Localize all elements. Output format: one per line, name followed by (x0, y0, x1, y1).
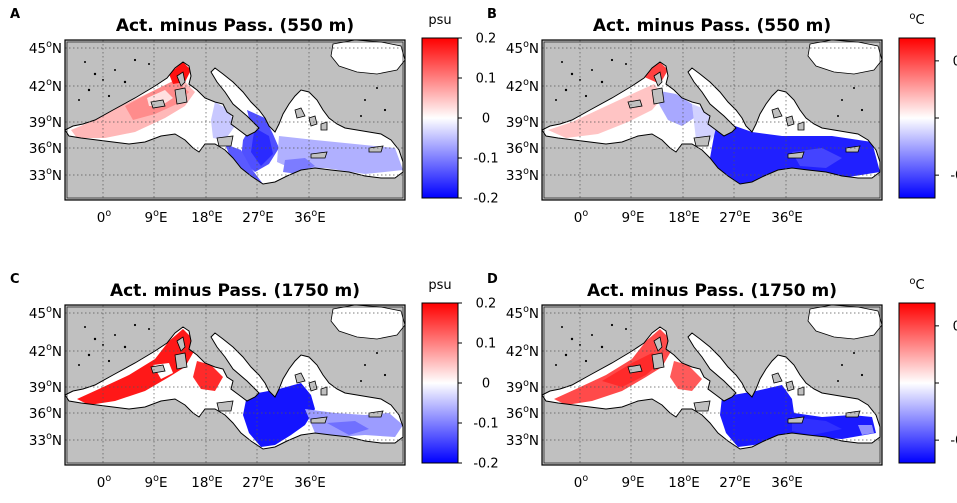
lon-tick-label: 36oE (771, 208, 803, 226)
graticule (65, 305, 405, 465)
colorbar-unit: oC (909, 11, 924, 28)
colorbar: 0.50-0.5oC (898, 11, 957, 199)
lon-tick-label: 9oE (622, 208, 645, 226)
lat-tick-label: 33oN (506, 431, 539, 449)
colorbar-tick-label: -0.1 (473, 152, 498, 167)
lon-tick-label: 27oE (719, 473, 751, 491)
map-area (541, 39, 883, 201)
panel-title: Act. minus Pass. (550 m) (116, 16, 354, 36)
graticule (65, 40, 405, 200)
colorbar-ramp (421, 302, 459, 464)
lon-tick-label: 9oE (145, 208, 168, 226)
colorbar-tick-label: -0.5 (950, 434, 957, 449)
lat-tick-label: 42oN (506, 342, 539, 360)
graticule (542, 305, 882, 465)
lon-tick-label: 27oE (242, 473, 274, 491)
map-panel-b: B Act. minus Pass. (550 m) 0o 9oE 18oE 27oE 36… (487, 7, 957, 226)
lat-tick-label: 33oN (29, 166, 62, 184)
map-frame (541, 39, 883, 201)
graticule (542, 40, 882, 200)
map-panel-c: C Act. minus Pass. (1750 m) 0o 9oE 18oE 27oE 3… (10, 272, 499, 491)
lon-tick-label: 36oE (294, 208, 326, 226)
lat-tick-label: 36oN (29, 404, 62, 422)
colorbar-tick-label: 0.1 (476, 337, 497, 352)
lon-tick-label: 36oE (294, 473, 326, 491)
map-frame (541, 304, 883, 466)
panel-title: Act. minus Pass. (1750 m) (587, 281, 837, 301)
lat-tick-label: 36oN (29, 139, 62, 157)
lat-tick-label: 36oN (506, 139, 539, 157)
lon-tick-label: 18oE (668, 208, 700, 226)
colorbar-ramp (898, 37, 936, 199)
lat-tick-label: 45oN (29, 39, 62, 57)
lon-tick-label: 36oE (771, 473, 803, 491)
map-area (541, 304, 883, 466)
panel-letter: A (10, 7, 20, 22)
colorbar-ramp (898, 302, 936, 464)
colorbar-unit: oC (909, 276, 924, 293)
colorbar-tick-label: 0.1 (476, 72, 497, 87)
colorbar-tick-label: -0.5 (950, 169, 957, 184)
colorbar-ramp (421, 37, 459, 199)
map-area (64, 39, 406, 201)
lat-tick-label: 45oN (506, 39, 539, 57)
lon-tick-label: 18oE (191, 208, 223, 226)
colorbar-tick-label: -0.2 (473, 457, 498, 472)
colorbar: 0.2 0.1 0 -0.1 -0.2 psu (421, 278, 499, 472)
lat-tick-label: 45oN (29, 304, 62, 322)
colorbar-unit: psu (428, 13, 451, 28)
panel-title: Act. minus Pass. (1750 m) (110, 281, 360, 301)
lon-tick-label: 0o (574, 208, 589, 226)
colorbar-unit: psu (428, 278, 451, 293)
map-area (64, 304, 406, 466)
lat-tick-label: 39oN (29, 113, 62, 131)
lon-tick-label: 27oE (719, 208, 751, 226)
panel-letter: B (487, 7, 497, 22)
colorbar: 0.50-0.5oC (898, 276, 957, 464)
map-frame (64, 304, 406, 466)
colorbar-tick-label: 0 (482, 112, 490, 127)
lat-tick-label: 39oN (506, 378, 539, 396)
lon-tick-label: 27oE (242, 208, 274, 226)
lon-tick-label: 9oE (622, 473, 645, 491)
lon-tick-label: 0o (97, 208, 112, 226)
panel-title: Act. minus Pass. (550 m) (593, 16, 831, 36)
lat-tick-label: 45oN (506, 304, 539, 322)
panel-letter: C (10, 272, 20, 287)
colorbar-tick-label: 0 (482, 377, 490, 392)
lat-tick-label: 33oN (506, 166, 539, 184)
lat-tick-label: 39oN (29, 378, 62, 396)
lat-tick-label: 36oN (506, 404, 539, 422)
lon-tick-label: 18oE (191, 473, 223, 491)
map-frame (64, 39, 406, 201)
panel-letter: D (487, 272, 498, 287)
lon-tick-label: 0o (574, 473, 589, 491)
lon-tick-label: 0o (97, 473, 112, 491)
lat-tick-label: 42oN (29, 342, 62, 360)
lat-tick-label: 33oN (29, 431, 62, 449)
colorbar-tick-label: 0.2 (476, 32, 497, 47)
lat-tick-label: 39oN (506, 113, 539, 131)
lon-tick-label: 9oE (145, 473, 168, 491)
colorbar: 0.2 0.1 0 -0.1 -0.2 psu (421, 13, 499, 207)
colorbar-tick-label: 0.5 (953, 319, 957, 334)
map-panel-a: A Act. minus Pass. (550 m) 0o 9oE 18oE 27oE 36… (10, 7, 499, 226)
colorbar-tick-label: 0.5 (953, 54, 957, 69)
map-panel-d: D Act. minus Pass. (1750 m) 0o 9oE 18oE 27oE 3… (487, 272, 957, 491)
lat-tick-label: 42oN (506, 77, 539, 95)
colorbar-tick-label: 0.2 (476, 297, 497, 312)
colorbar-tick-label: -0.1 (473, 417, 498, 432)
colorbar-tick-label: -0.2 (473, 192, 498, 207)
lon-tick-label: 18oE (668, 473, 700, 491)
lat-tick-label: 42oN (29, 77, 62, 95)
